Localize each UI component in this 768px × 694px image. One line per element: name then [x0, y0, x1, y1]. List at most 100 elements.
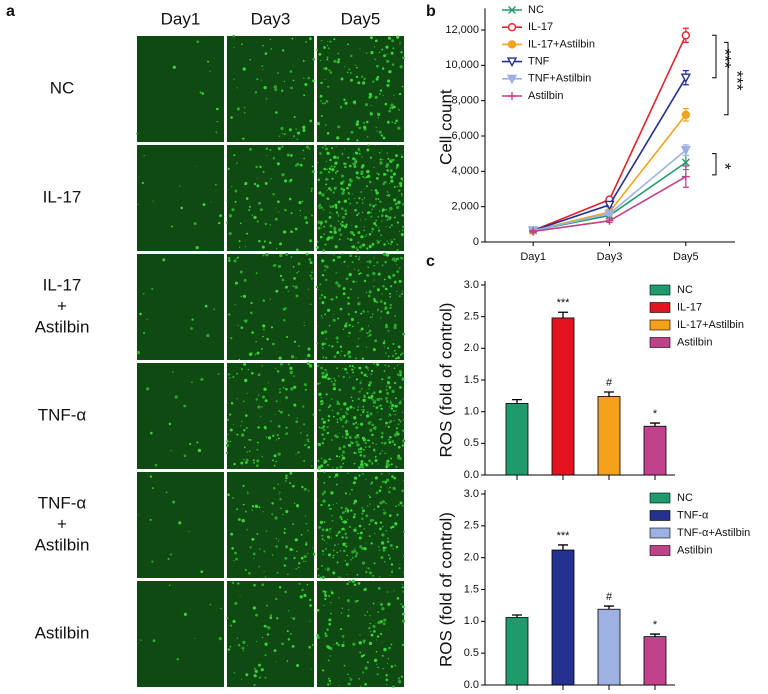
- cell-spot: [329, 224, 333, 228]
- cell-spot: [330, 380, 333, 383]
- cell-spot: [318, 426, 321, 429]
- cell-spot: [294, 538, 298, 542]
- cell-spot: [397, 345, 401, 349]
- cell-spot: [358, 390, 361, 393]
- cell-spot: [373, 426, 377, 429]
- cell-spot: [340, 346, 342, 348]
- cell-spot: [303, 459, 306, 462]
- cell-spot: [378, 405, 380, 408]
- cell-spot: [343, 402, 347, 406]
- cell-spot: [295, 128, 297, 130]
- cell-spot: [397, 677, 401, 680]
- cell-spot: [226, 199, 228, 201]
- cell-spot: [368, 571, 372, 575]
- cell-spot: [348, 164, 352, 168]
- cell-spot: [184, 614, 186, 616]
- cell-spot: [252, 459, 255, 462]
- cell-spot: [137, 203, 139, 205]
- cell-spot: [284, 433, 287, 435]
- cell-spot: [296, 131, 301, 135]
- cell-spot: [325, 547, 328, 550]
- cell-spot: [386, 190, 388, 192]
- cell-spot: [335, 206, 338, 209]
- cell-spot: [243, 458, 245, 461]
- significance-bracket: [724, 41, 729, 116]
- cell-spot: [387, 329, 390, 332]
- cell-spot: [380, 397, 383, 401]
- cell-spot: [373, 46, 376, 48]
- cell-spot: [383, 243, 386, 246]
- micrograph: [227, 145, 314, 251]
- cell-spot: [262, 299, 266, 302]
- cell-spot: [385, 208, 388, 211]
- cell-spot: [357, 532, 359, 535]
- cell-spot: [373, 405, 375, 408]
- cell-spot: [366, 260, 369, 263]
- cell-spot: [363, 448, 365, 451]
- cell-spot: [309, 604, 312, 607]
- cell-spot: [375, 126, 377, 129]
- cell-spot: [393, 323, 397, 327]
- cell-spot: [362, 243, 366, 247]
- cell-spot: [347, 472, 349, 475]
- cell-spot: [369, 518, 373, 523]
- y-tick-label: 1.5: [464, 374, 479, 386]
- cell-spot: [354, 158, 357, 161]
- marker: [604, 200, 615, 211]
- cell-spot: [255, 272, 258, 275]
- cell-spot: [381, 480, 385, 483]
- cell-spot: [335, 281, 339, 285]
- cell-spot: [277, 200, 280, 204]
- cell-spot: [332, 191, 335, 194]
- cell-spot: [289, 70, 293, 73]
- cell-spot: [324, 243, 327, 246]
- legend-marker: [506, 57, 518, 68]
- cell-spot: [338, 432, 340, 434]
- cell-spot: [381, 150, 383, 152]
- cell-spot: [323, 342, 327, 345]
- cell-spot: [321, 220, 323, 223]
- cell-spot: [389, 295, 392, 298]
- cell-spot: [341, 224, 344, 228]
- cell-spot: [391, 121, 394, 123]
- cell-spot: [340, 506, 343, 509]
- cell-spot: [233, 259, 237, 263]
- cell-spot: [358, 536, 362, 540]
- cell-spot: [302, 405, 305, 408]
- cell-spot: [326, 131, 330, 135]
- cell-spot: [359, 48, 361, 50]
- cell-spot: [402, 398, 404, 400]
- cell-spot: [398, 109, 401, 111]
- cell-spot: [299, 210, 301, 212]
- cell-spot: [395, 545, 399, 549]
- cell-spot: [308, 645, 311, 649]
- cell-spot: [318, 203, 322, 207]
- cell-spot: [351, 245, 356, 249]
- significance-bracket: [712, 34, 717, 79]
- cell-spot: [336, 340, 339, 344]
- cell-spot: [281, 145, 284, 148]
- cell-spot: [236, 107, 240, 111]
- y-tick-label: 0.0: [464, 469, 479, 481]
- cell-spot: [384, 452, 386, 455]
- cell-spot: [213, 308, 216, 311]
- cell-spot: [378, 546, 380, 548]
- cell-spot: [338, 228, 342, 232]
- cell-spot: [191, 381, 193, 384]
- cell-spot: [339, 354, 341, 356]
- cell-spot: [365, 233, 368, 236]
- cell-spot: [251, 509, 253, 511]
- cell-spot: [355, 426, 359, 430]
- cell-spot: [366, 148, 370, 152]
- row-label: TNF-α: [38, 405, 87, 424]
- cell-spot: [344, 367, 347, 371]
- cell-spot: [273, 454, 277, 458]
- cell-spot: [376, 239, 379, 242]
- cell-spot: [340, 105, 342, 108]
- cell-spot: [372, 271, 376, 276]
- cell-spot: [353, 451, 356, 454]
- cell-spot: [210, 201, 212, 203]
- cell-spot: [401, 643, 405, 647]
- cell-spot: [401, 411, 404, 413]
- cell-spot: [357, 231, 361, 234]
